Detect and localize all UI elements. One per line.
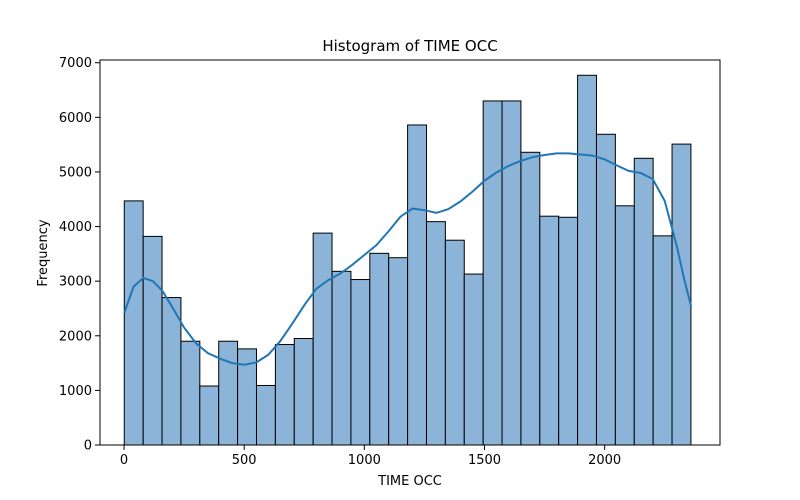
histogram-bar	[274, 344, 295, 446]
histogram-bar	[161, 297, 182, 446]
y-axis-label: Frequency	[36, 219, 51, 286]
histogram-bar	[633, 157, 654, 446]
histogram-bar	[218, 340, 239, 446]
histogram-bar	[350, 279, 371, 446]
histogram-bar	[482, 100, 503, 446]
x-tick-label: 1500	[468, 453, 501, 468]
plot-frame	[99, 59, 721, 446]
histogram-bar	[293, 338, 314, 446]
x-tick-label: 500	[232, 453, 257, 468]
histogram-bar	[199, 385, 220, 446]
y-tick-label: 6000	[59, 111, 92, 126]
histogram-bars	[123, 74, 692, 446]
histogram-bar	[444, 239, 465, 446]
y-tick-label: 0	[84, 439, 92, 454]
y-tick-label: 5000	[59, 165, 92, 180]
histogram-bar	[369, 252, 390, 446]
kde-line	[123, 152, 693, 366]
histogram-bar	[539, 215, 560, 446]
chart-title: Histogram of TIME OCC	[322, 37, 497, 55]
x-tick-label: 1000	[348, 453, 381, 468]
x-axis-ticks: 0 500 1000 1500 2000	[120, 445, 621, 468]
histogram-bar	[501, 100, 522, 446]
histogram-bar	[520, 151, 541, 446]
x-tick-label: 2000	[588, 453, 621, 468]
y-tick-label: 3000	[59, 275, 92, 290]
histogram-bar	[142, 235, 163, 446]
y-tick-label: 4000	[59, 220, 92, 235]
histogram-bar	[463, 273, 484, 446]
histogram-bar	[331, 270, 352, 446]
histogram-bar	[425, 221, 446, 446]
x-tick-label: 0	[120, 453, 128, 468]
histogram-bar	[123, 200, 144, 446]
histogram-bar	[577, 74, 597, 446]
histogram-bar	[558, 216, 579, 446]
histogram-bar	[595, 133, 616, 446]
y-tick-label: 2000	[59, 329, 92, 344]
histogram-bar	[312, 232, 333, 446]
histogram-bar	[255, 384, 276, 446]
histogram-bar	[614, 205, 635, 446]
y-tick-label: 1000	[59, 384, 92, 399]
histogram-bar	[407, 124, 427, 446]
x-axis-label: TIME OCC	[377, 474, 442, 489]
histogram-bar	[652, 235, 673, 446]
histogram-bar	[180, 340, 201, 446]
y-tick-label: 7000	[59, 56, 92, 71]
y-axis-ticks: 0 1000 2000 3000 4000 5000 6000 7000	[59, 56, 100, 454]
histogram-bar	[388, 257, 409, 446]
